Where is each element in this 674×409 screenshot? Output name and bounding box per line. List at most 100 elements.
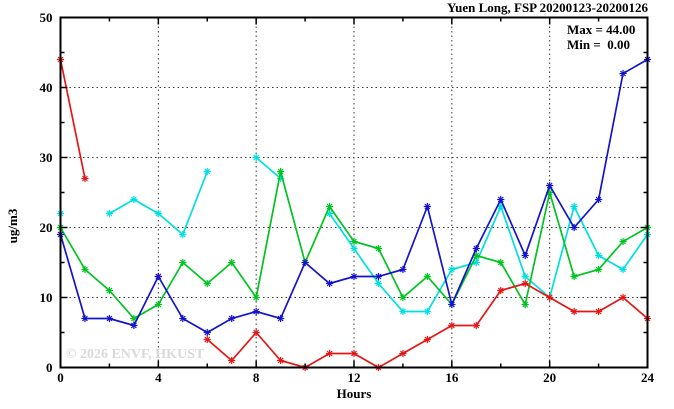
y-tick-label: 40 bbox=[40, 80, 53, 95]
data-point-marker bbox=[399, 307, 407, 316]
data-point-marker bbox=[497, 258, 505, 267]
data-point-marker bbox=[252, 328, 260, 337]
data-point-marker bbox=[277, 314, 285, 323]
data-point-marker bbox=[154, 300, 162, 309]
data-point-marker bbox=[105, 314, 114, 323]
data-point-marker bbox=[594, 251, 603, 260]
plot-border bbox=[59, 16, 649, 369]
y-axis-label: ug/m3 bbox=[5, 208, 20, 243]
data-point-marker bbox=[374, 279, 383, 288]
data-point-marker bbox=[374, 244, 383, 253]
data-point-marker bbox=[497, 286, 505, 295]
data-point-marker bbox=[325, 349, 334, 358]
x-tick-label: 20 bbox=[543, 370, 556, 385]
data-point-marker bbox=[619, 265, 627, 274]
data-point-marker bbox=[423, 307, 431, 316]
data-point-marker bbox=[179, 258, 187, 267]
data-point-marker bbox=[301, 258, 309, 267]
x-tick-label: 4 bbox=[155, 370, 162, 385]
y-tick-label: 20 bbox=[40, 220, 53, 235]
data-point-marker bbox=[472, 244, 480, 253]
data-point-marker bbox=[448, 300, 456, 309]
blue-line bbox=[56, 55, 652, 337]
data-point-marker bbox=[423, 335, 431, 344]
data-point-marker bbox=[521, 279, 529, 288]
data-point-marker bbox=[619, 237, 627, 246]
x-tick-label: 0 bbox=[57, 370, 64, 385]
tick-labels: 0 4 8 12 16 20 24 0 10 20 30 40 50 bbox=[40, 10, 655, 385]
x-tick-label: 24 bbox=[641, 370, 655, 385]
data-point-marker bbox=[497, 195, 505, 204]
green-line bbox=[56, 167, 652, 323]
data-point-marker bbox=[203, 328, 211, 337]
data-point-marker bbox=[130, 195, 138, 204]
data-point-marker bbox=[105, 209, 114, 218]
data-point-marker bbox=[203, 167, 211, 176]
data-point-marker bbox=[570, 223, 578, 232]
data-point-marker bbox=[521, 251, 529, 260]
data-point-marker bbox=[619, 69, 627, 78]
data-point-marker bbox=[399, 349, 407, 358]
data-point-marker bbox=[105, 286, 114, 295]
data-point-marker bbox=[594, 265, 603, 274]
x-tick-label: 12 bbox=[348, 370, 361, 385]
data-point-marker bbox=[619, 293, 627, 302]
chart-title: Yuen Long, FSP 20200123-20200126 bbox=[447, 0, 649, 15]
data-point-marker bbox=[399, 293, 407, 302]
data-point-marker bbox=[350, 349, 358, 358]
data-point-marker bbox=[179, 230, 187, 239]
data-point-marker bbox=[252, 153, 260, 162]
data-point-marker bbox=[277, 356, 285, 365]
data-point-marker bbox=[228, 314, 236, 323]
data-point-marker bbox=[570, 307, 578, 316]
data-point-marker bbox=[448, 265, 456, 274]
data-point-marker bbox=[130, 314, 138, 323]
data-point-marker bbox=[252, 307, 260, 316]
data-point-marker bbox=[546, 181, 554, 190]
data-point-marker bbox=[472, 258, 480, 267]
data-point-marker bbox=[203, 279, 211, 288]
data-point-marker bbox=[179, 314, 187, 323]
data-point-marker bbox=[350, 237, 358, 246]
min-annotation: Min = 0.00 bbox=[567, 37, 630, 52]
y-tick-label: 50 bbox=[40, 10, 53, 25]
data-point-marker bbox=[472, 321, 480, 330]
data-point-marker bbox=[252, 293, 260, 302]
data-point-marker bbox=[594, 195, 603, 204]
x-axis-label: Hours bbox=[337, 386, 372, 401]
data-point-marker bbox=[423, 272, 431, 281]
data-point-marker bbox=[594, 307, 603, 316]
data-point-marker bbox=[203, 335, 211, 344]
data-point-marker bbox=[277, 167, 285, 176]
y-tick-label: 30 bbox=[40, 150, 53, 165]
data-point-marker bbox=[154, 209, 162, 218]
data-point-marker bbox=[448, 321, 456, 330]
data-point-marker bbox=[228, 356, 236, 365]
data-point-marker bbox=[154, 272, 162, 281]
x-tick-label: 8 bbox=[253, 370, 260, 385]
data-point-marker bbox=[81, 314, 89, 323]
y-tick-label: 0 bbox=[46, 360, 53, 375]
data-point-marker bbox=[521, 300, 529, 309]
watermark: © 2026 ENVF, HKUST bbox=[66, 347, 205, 362]
max-annotation: Max = 44.00 bbox=[567, 22, 635, 37]
data-point-marker bbox=[570, 202, 578, 211]
data-point-marker bbox=[521, 272, 529, 281]
data-point-marker bbox=[570, 272, 578, 281]
data-point-marker bbox=[81, 174, 89, 183]
data-point-marker bbox=[546, 293, 554, 302]
data-point-marker bbox=[130, 321, 138, 330]
data-point-marker bbox=[325, 202, 334, 211]
data-point-marker bbox=[374, 272, 383, 281]
data-point-marker bbox=[228, 258, 236, 267]
x-tick-label: 16 bbox=[445, 370, 459, 385]
data-point-marker bbox=[399, 265, 407, 274]
grid-lines bbox=[60, 17, 648, 368]
data-point-marker bbox=[350, 272, 358, 281]
data-point-marker bbox=[81, 265, 89, 274]
data-point-marker bbox=[350, 244, 358, 253]
y-tick-label: 10 bbox=[40, 290, 53, 305]
data-point-marker bbox=[423, 202, 431, 211]
